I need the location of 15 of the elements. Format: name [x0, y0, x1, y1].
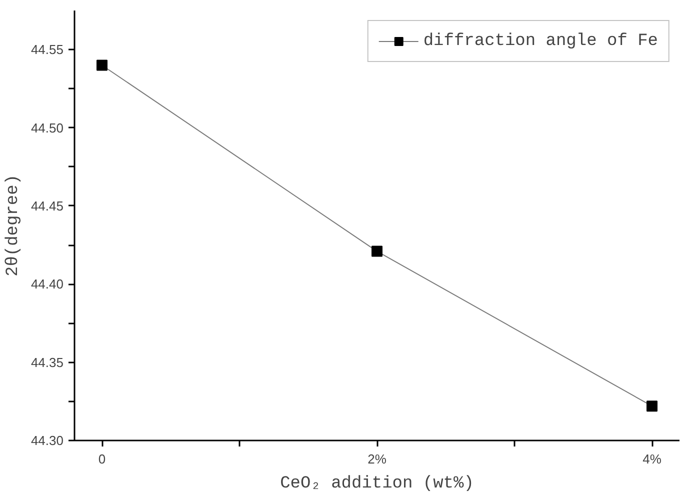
point [96, 60, 108, 71]
point [372, 246, 382, 257]
x-axis-title: CeO₂ addition (wt%) [280, 474, 474, 494]
point [646, 400, 658, 412]
y-tick-label: 44.55 [30, 42, 64, 58]
y-tick-label: 44.50 [30, 120, 64, 136]
x-tick-label: 0 [98, 452, 106, 466]
y-tick-label: 44.40 [30, 276, 64, 292]
legend-label: diffraction angle of Fe [423, 32, 658, 50]
y-axis-title: 2θ(degree) [4, 174, 23, 277]
y-tick-label: 44.35 [30, 354, 64, 370]
x-tick-label: 2% [368, 452, 387, 466]
x-tick-label: 4% [642, 452, 662, 466]
y-tick-label: 44.45 [30, 198, 64, 214]
y-tick-label: 44.30 [30, 433, 64, 448]
